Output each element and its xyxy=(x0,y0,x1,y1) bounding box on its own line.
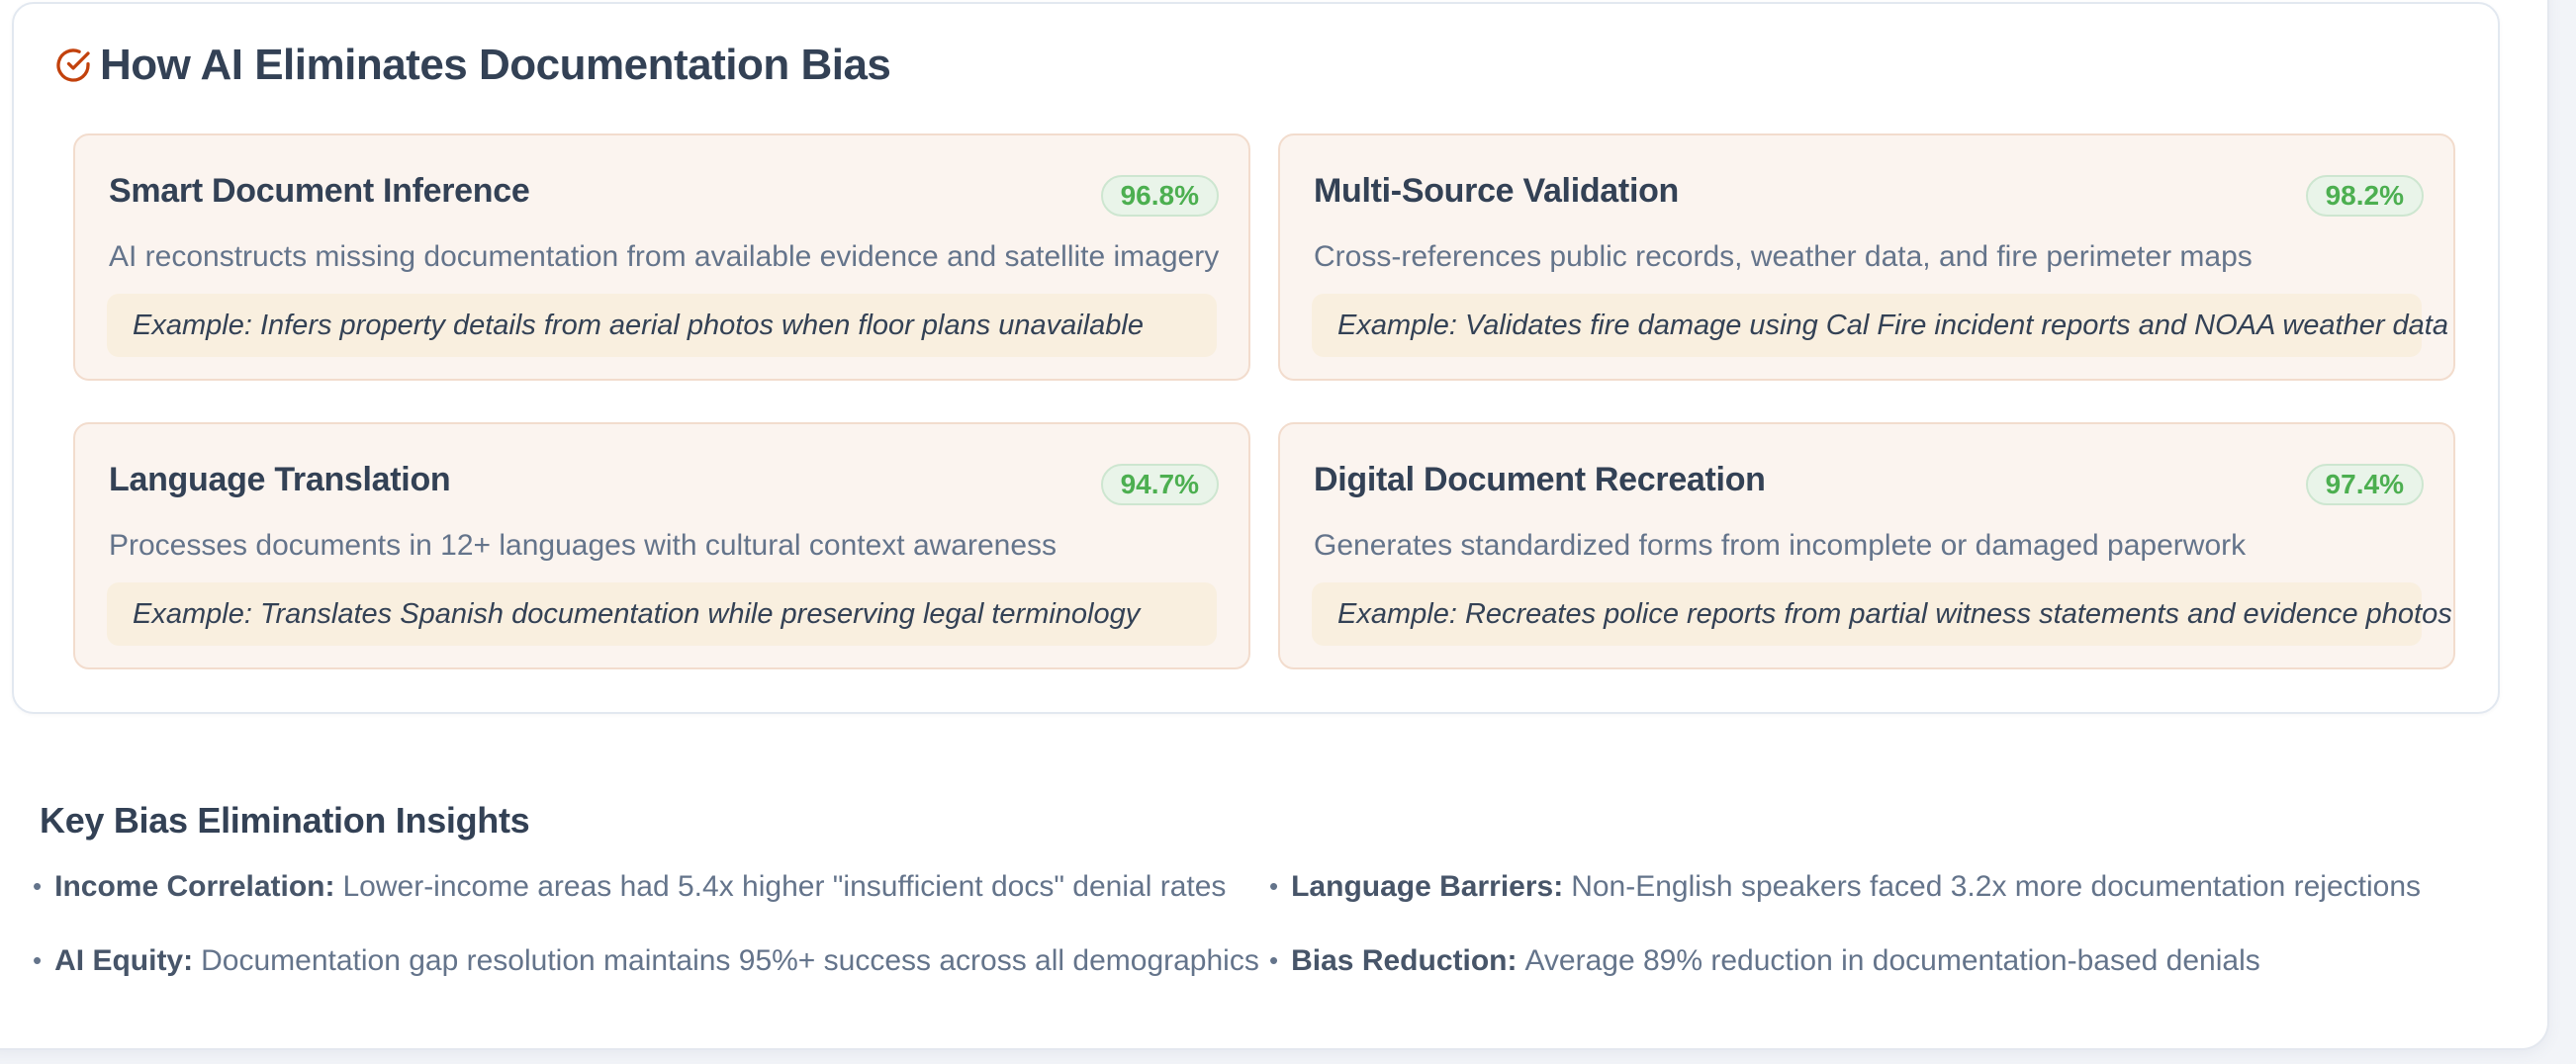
feature-description: Cross-references public records, weather… xyxy=(1314,240,2253,273)
insight-text: Lower-income areas had 5.4x higher "insu… xyxy=(342,870,1227,903)
insights-section: Key Bias Elimination Insights • Income Co… xyxy=(33,799,2506,979)
bullet-dot: • xyxy=(1269,945,1279,975)
section-title: How AI Eliminates Documentation Bias xyxy=(100,41,891,89)
insight-label: AI Equity: xyxy=(54,944,194,977)
insight-language-barriers: • Language Barriers: Non-English speakers … xyxy=(1269,868,2506,905)
bullet-dot: • xyxy=(33,871,43,901)
insight-label: Language Barriers: xyxy=(1291,870,1564,903)
insight-label: Income Correlation: xyxy=(54,870,335,903)
check-circle-icon xyxy=(55,47,91,83)
accuracy-badge: 97.4% xyxy=(2305,464,2424,505)
example-box: Example: Validates fire damage using Cal… xyxy=(1312,294,2448,357)
insight-ai-equity: • AI Equity: Documentation gap resolution … xyxy=(33,942,1269,979)
bullet-dot: • xyxy=(1269,871,1279,901)
example-text: Example: Translates Spanish documentatio… xyxy=(133,597,1141,630)
feature-title: Smart Document Inference xyxy=(109,172,530,210)
insight-income-correlation: • Income Correlation: Lower-income areas h… xyxy=(33,868,1269,905)
feature-title: Language Translation xyxy=(109,461,451,498)
bullet-dot: • xyxy=(33,945,43,975)
ai-documentation-bias-card: How AI Eliminates Documentation Bias Sma… xyxy=(12,2,2500,714)
feature-description: Processes documents in 12+ languages wit… xyxy=(109,529,1058,562)
feature-card-smart-document-inference: Smart Document Inference 96.8% AI recons… xyxy=(73,133,1250,381)
section-header: How AI Eliminates Documentation Bias xyxy=(55,41,891,89)
accuracy-badge: 96.8% xyxy=(1100,175,1219,217)
example-box: Example: Recreates police reports from p… xyxy=(1312,582,2452,646)
insight-bias-reduction: • Bias Reduction: Average 89% reduction in… xyxy=(1269,942,2506,979)
insights-grid: • Income Correlation: Lower-income areas h… xyxy=(33,868,2506,979)
example-text: Example: Validates fire damage using Cal… xyxy=(1337,309,2448,341)
example-box: Example: Infers property details from ae… xyxy=(107,294,1217,357)
feature-card-digital-document-recreation: Digital Document Recreation 97.4% Genera… xyxy=(1278,422,2455,669)
accuracy-badge: 98.2% xyxy=(2305,175,2424,217)
feature-card-multi-source-validation: Multi-Source Validation 98.2% Cross-refe… xyxy=(1278,133,2455,381)
feature-description: AI reconstructs missing documentation fr… xyxy=(109,240,1220,273)
feature-title: Digital Document Recreation xyxy=(1314,461,1766,498)
insight-text: Average 89% reduction in documentation-b… xyxy=(1524,944,2260,977)
insight-text: Non-English speakers faced 3.2x more doc… xyxy=(1571,870,2421,903)
insight-text: Documentation gap resolution maintains 9… xyxy=(201,944,1259,977)
feature-title: Multi-Source Validation xyxy=(1314,172,1680,210)
insight-label: Bias Reduction: xyxy=(1291,944,1518,977)
insights-heading: Key Bias Elimination Insights xyxy=(40,800,530,841)
accuracy-badge: 94.7% xyxy=(1100,464,1219,505)
feature-description: Generates standardized forms from incomp… xyxy=(1314,529,2247,562)
feature-card-language-translation: Language Translation 94.7% Processes doc… xyxy=(73,422,1250,669)
example-box: Example: Translates Spanish documentatio… xyxy=(107,582,1217,646)
example-text: Example: Infers property details from ae… xyxy=(133,309,1144,341)
feature-cards-grid: Smart Document Inference 96.8% AI recons… xyxy=(73,133,2455,669)
example-text: Example: Recreates police reports from p… xyxy=(1337,597,2452,630)
